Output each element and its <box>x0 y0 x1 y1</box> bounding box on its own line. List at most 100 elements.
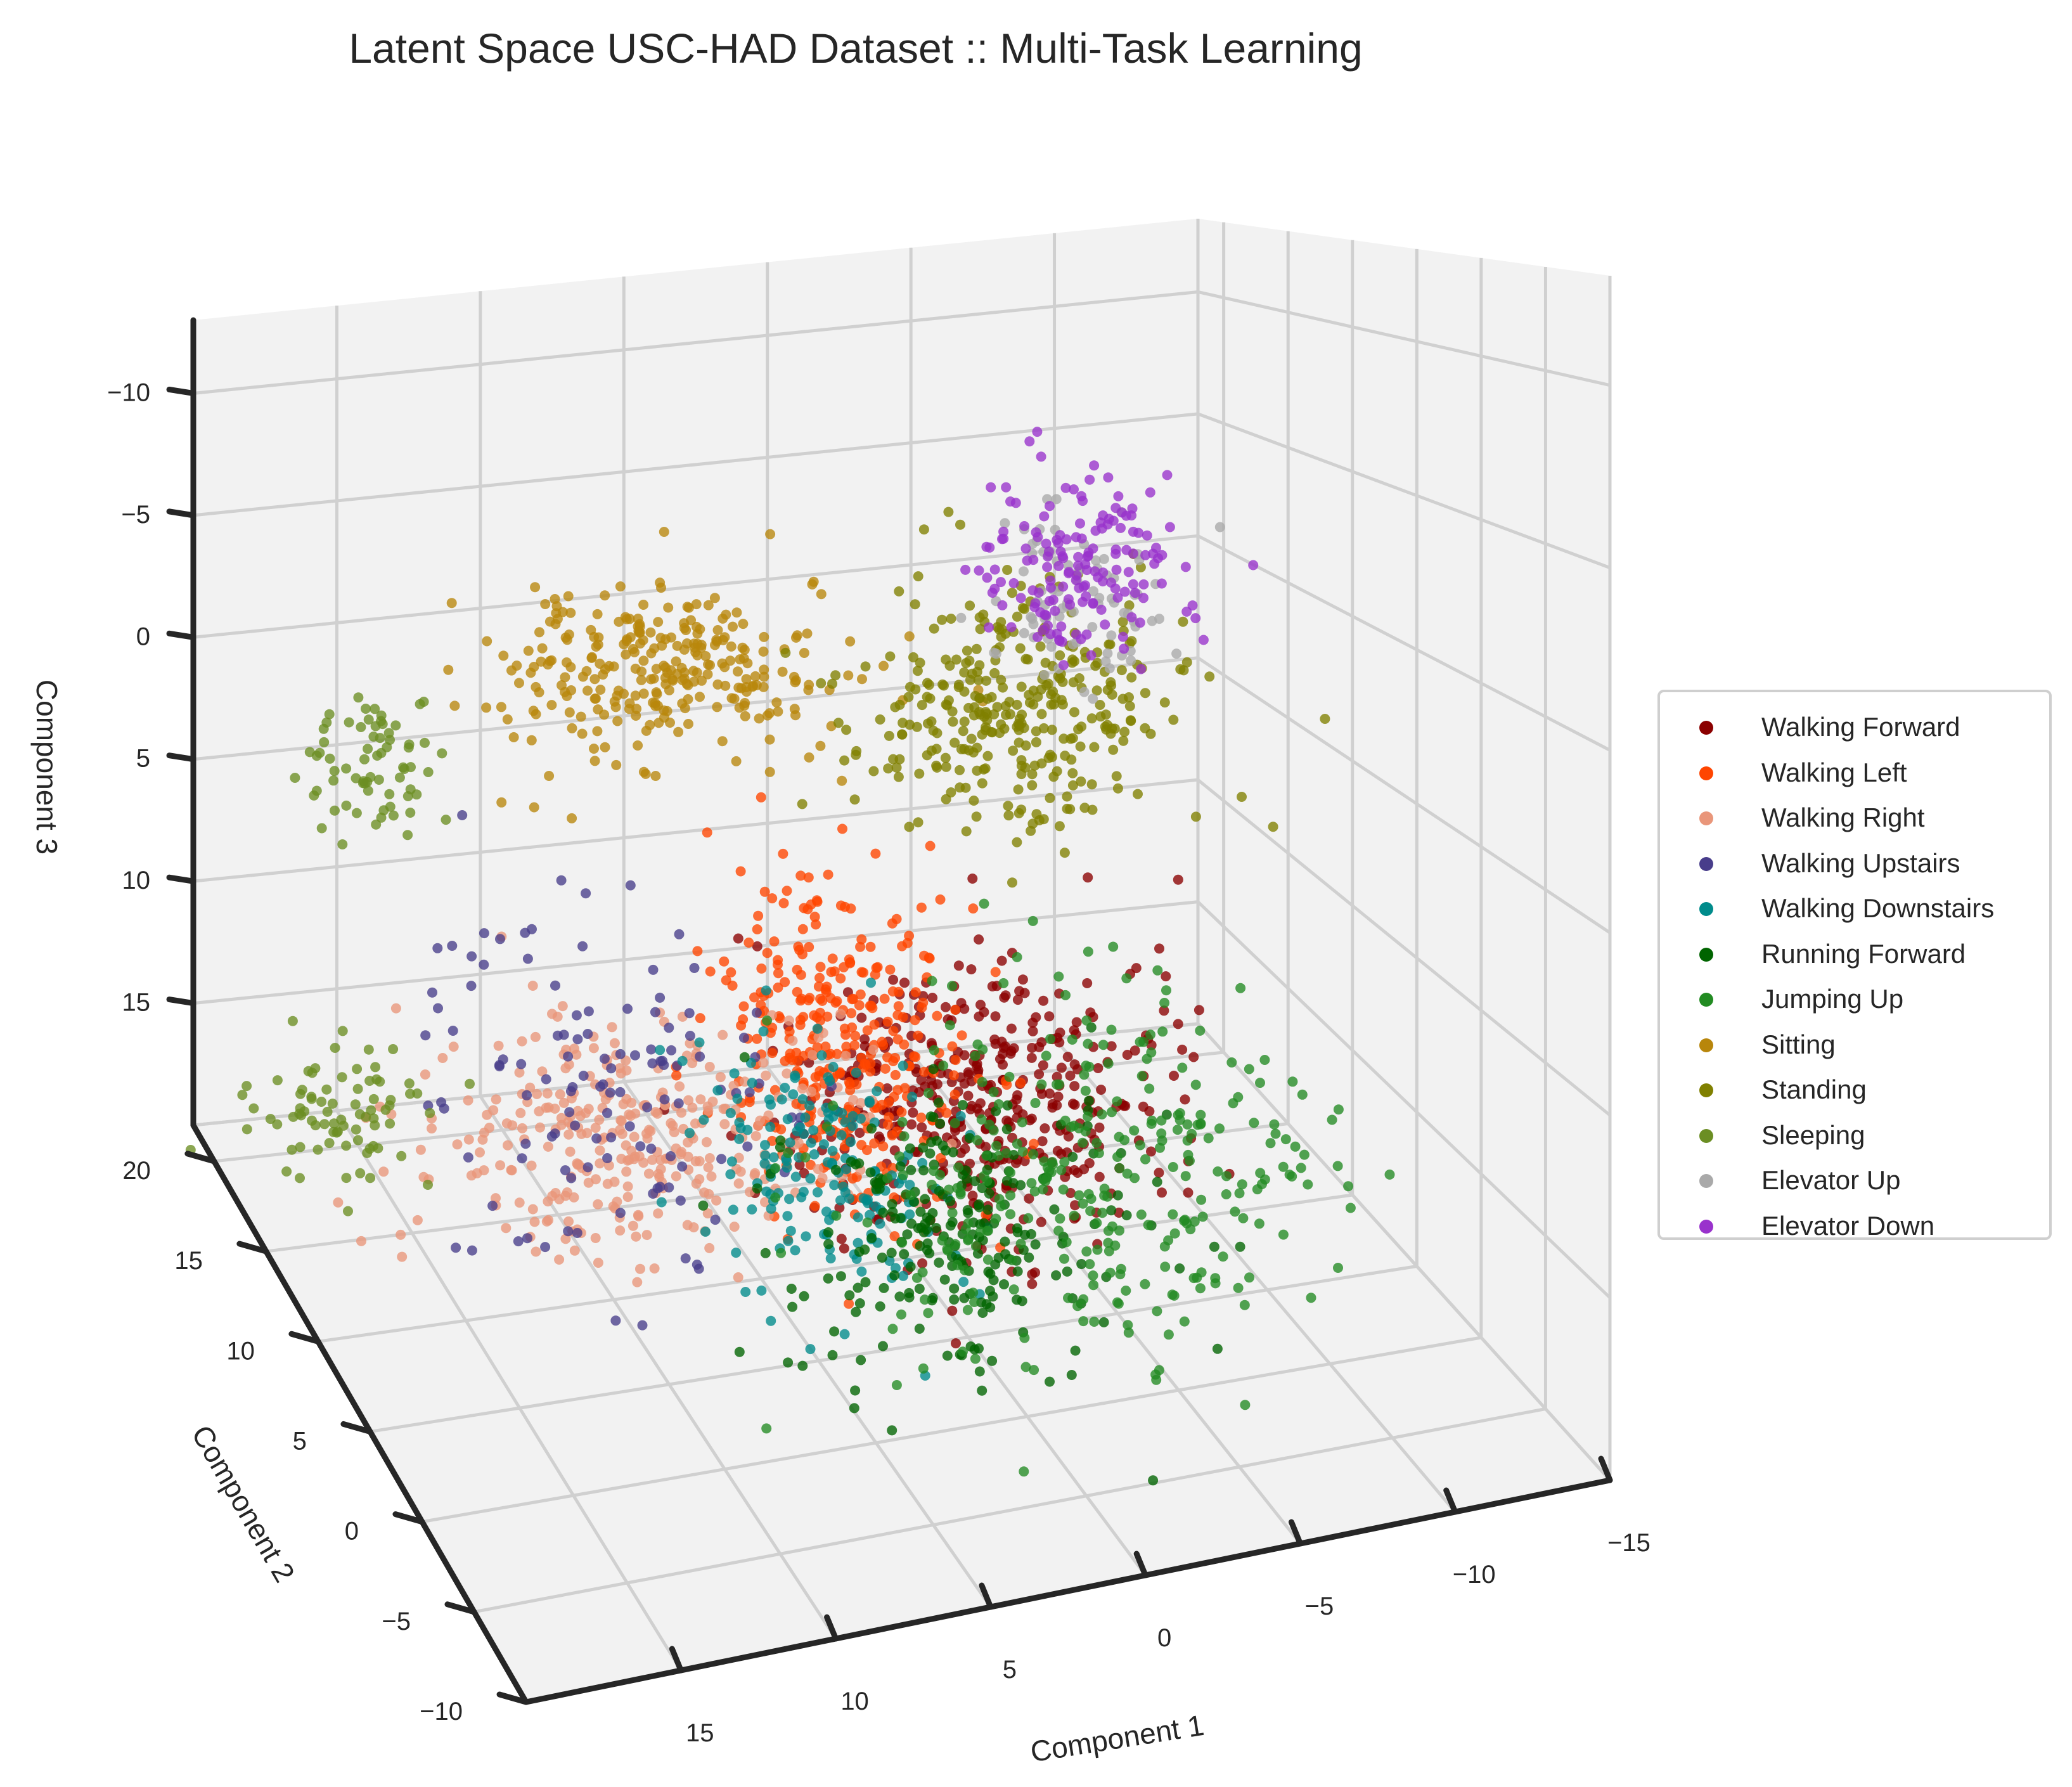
data-point <box>812 896 823 907</box>
data-point <box>525 1082 536 1093</box>
data-point <box>806 1137 816 1148</box>
data-point <box>820 1042 831 1052</box>
data-point <box>761 1070 771 1081</box>
data-point <box>846 1156 856 1167</box>
data-point <box>1155 1142 1165 1153</box>
data-point <box>704 1153 715 1163</box>
data-point <box>324 1138 335 1149</box>
data-point <box>797 924 808 934</box>
data-point <box>1180 1094 1190 1105</box>
data-point <box>1218 1251 1228 1262</box>
data-point <box>1074 1123 1084 1133</box>
data-point <box>1003 801 1013 811</box>
data-point <box>850 1385 861 1396</box>
data-point <box>633 621 643 632</box>
data-point <box>1117 631 1128 642</box>
data-point <box>557 1001 568 1012</box>
data-point <box>540 599 551 609</box>
data-point <box>1091 555 1101 566</box>
data-point <box>578 1071 589 1081</box>
data-point <box>929 1045 939 1055</box>
data-point <box>959 687 970 697</box>
data-point <box>508 732 519 742</box>
data-point <box>974 1199 984 1210</box>
data-point <box>1190 1080 1201 1090</box>
data-point <box>700 1227 711 1237</box>
data-point <box>1019 628 1029 638</box>
data-point <box>726 693 737 704</box>
grid-line <box>910 1052 1302 1545</box>
data-point <box>797 1094 808 1104</box>
data-point <box>1055 673 1065 684</box>
data-point <box>875 1218 885 1229</box>
data-point <box>868 766 879 777</box>
data-point <box>599 709 610 720</box>
data-point <box>891 1380 902 1390</box>
data-point <box>1183 1187 1194 1198</box>
data-point <box>897 1237 908 1248</box>
data-point <box>1056 1164 1067 1175</box>
data-point <box>1071 1017 1082 1028</box>
data-point <box>765 1121 776 1132</box>
data-point <box>1046 725 1057 735</box>
data-point <box>984 622 994 633</box>
data-point <box>904 1180 915 1190</box>
data-point <box>914 1284 925 1294</box>
data-point <box>321 717 332 728</box>
data-point <box>949 1283 960 1294</box>
data-point <box>898 718 908 728</box>
data-point <box>764 734 775 745</box>
data-point <box>307 1068 318 1078</box>
data-point <box>1001 1175 1012 1186</box>
data-point <box>998 682 1008 693</box>
data-point <box>728 621 738 632</box>
data-point <box>498 1054 508 1065</box>
data-point <box>835 900 846 911</box>
data-point <box>1020 1362 1031 1372</box>
data-point <box>577 728 588 739</box>
data-point <box>1062 791 1072 802</box>
data-point <box>767 1048 778 1059</box>
z-tick <box>166 752 196 763</box>
data-point <box>1027 915 1038 926</box>
data-point <box>370 1120 380 1131</box>
data-point <box>947 1208 958 1218</box>
data-point <box>963 1067 974 1078</box>
data-point <box>907 1092 918 1102</box>
data-point <box>666 1045 677 1055</box>
data-point <box>828 1062 839 1072</box>
data-point <box>1159 998 1170 1008</box>
legend-label: Standing <box>1761 1074 1867 1104</box>
data-point <box>241 1124 252 1135</box>
data-point <box>1015 593 1026 603</box>
data-point <box>1059 848 1070 858</box>
data-point <box>299 1106 310 1117</box>
legend-marker <box>1699 1083 1713 1097</box>
data-point <box>554 1255 565 1265</box>
data-point <box>944 1020 955 1031</box>
data-point <box>363 714 374 725</box>
z-axis-label: Component 3 <box>30 680 63 855</box>
data-point <box>999 992 1010 1003</box>
data-point <box>962 645 972 656</box>
data-point <box>1073 552 1084 562</box>
data-point <box>915 1206 926 1217</box>
data-point <box>572 1034 583 1045</box>
data-point <box>731 1248 742 1258</box>
data-point <box>797 1360 808 1371</box>
data-point <box>951 1338 961 1349</box>
y-tick <box>340 1421 373 1435</box>
data-point <box>832 1048 842 1059</box>
data-point <box>667 674 678 685</box>
data-point <box>657 1055 668 1066</box>
data-point <box>808 576 819 587</box>
data-point <box>1287 1076 1298 1087</box>
data-point <box>941 1107 952 1118</box>
data-point <box>655 633 666 643</box>
data-point <box>784 1194 795 1204</box>
data-point <box>541 1102 551 1113</box>
data-point <box>1244 1064 1254 1074</box>
data-point <box>1043 621 1053 631</box>
data-point <box>951 654 962 665</box>
data-point <box>848 993 859 1004</box>
